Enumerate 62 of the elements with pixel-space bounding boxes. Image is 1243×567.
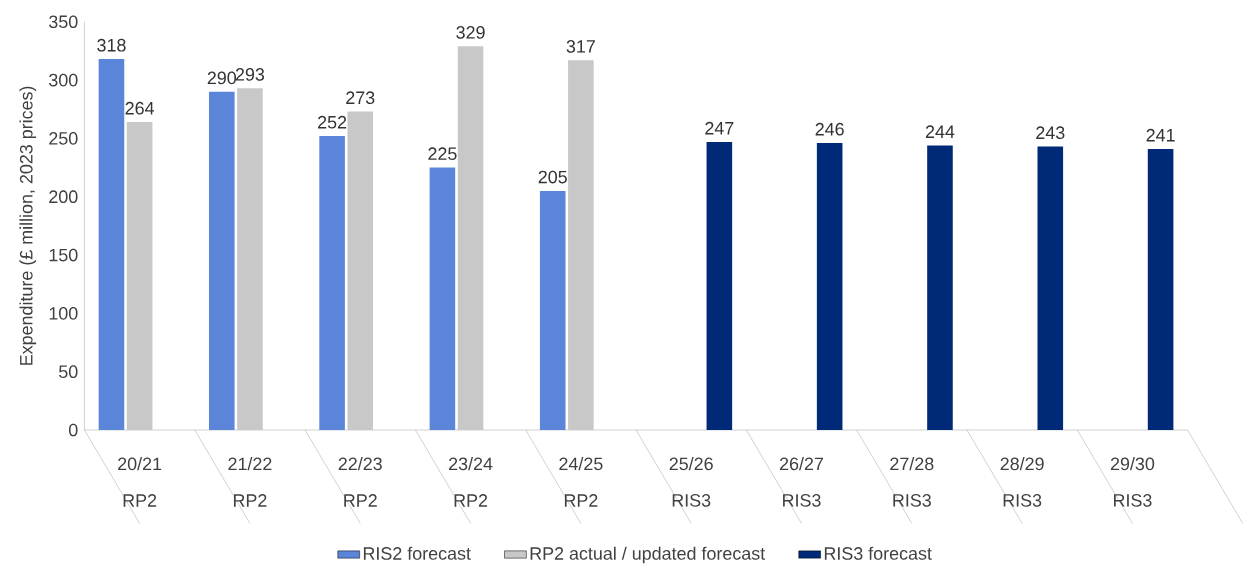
bar — [457, 46, 484, 430]
bar — [1037, 146, 1064, 430]
bar — [706, 141, 733, 430]
y-tick-label: 300 — [49, 73, 78, 87]
x-tick-label: 26/27 — [779, 456, 824, 470]
x-tick-label: 25/26 — [669, 456, 713, 470]
y-tick-label: 100 — [49, 306, 78, 320]
data-label: 244 — [925, 125, 955, 138]
legend-label: RIS3 forecast — [824, 546, 932, 560]
x-tick-label: 29/30 — [1110, 456, 1155, 470]
x-tick-label: 28/29 — [1000, 456, 1044, 470]
data-label: 290 — [207, 71, 237, 85]
y-tick-label: 350 — [49, 15, 78, 28]
data-label: 247 — [705, 121, 734, 135]
y-tick-label: 250 — [49, 131, 78, 145]
data-label: 318 — [97, 38, 126, 52]
data-label: 329 — [456, 25, 485, 39]
text: RIS3 — [893, 493, 931, 507]
legend-label: RP2 actual / updated forecast — [530, 546, 766, 564]
bar — [927, 145, 953, 430]
data-label: 241 — [1146, 128, 1175, 142]
x-tick-label: 20/21 — [118, 456, 162, 470]
bar — [429, 167, 456, 430]
bar — [816, 142, 843, 430]
y-tick-label: 200 — [49, 190, 78, 203]
text: RP2 — [564, 493, 598, 507]
text: RP2 — [233, 493, 267, 507]
bar — [237, 88, 263, 430]
x-tick-label: 22/23 — [338, 456, 382, 470]
text: RP2 — [123, 493, 157, 507]
bar — [208, 91, 235, 430]
y-tick-label: 50 — [59, 365, 78, 378]
text: RIS3 — [783, 493, 821, 507]
bar — [568, 60, 594, 430]
bar — [319, 135, 345, 430]
data-label: 205 — [538, 170, 567, 184]
text: RIS3 — [672, 493, 711, 507]
bar — [347, 111, 374, 430]
data-label: 252 — [318, 115, 347, 129]
y-axis-title: Expenditure (£ million, 2023 prices) — [19, 86, 37, 365]
legend-label: RIS2 forecast — [363, 546, 471, 560]
bar — [98, 58, 125, 430]
bar — [539, 190, 566, 430]
x-tick-label: 21/22 — [228, 456, 272, 470]
x-tick-label: 27/28 — [890, 456, 934, 470]
bar — [1147, 148, 1174, 430]
y-tick-label: 150 — [49, 248, 78, 262]
data-label: 317 — [566, 39, 595, 53]
data-label: 225 — [428, 147, 457, 160]
bar — [126, 121, 153, 430]
text: RIS3 — [1003, 493, 1042, 507]
data-label: 246 — [815, 122, 844, 136]
text: RP2 — [454, 493, 488, 507]
x-tick-label: 23/24 — [449, 456, 493, 470]
data-label: 243 — [1036, 126, 1065, 139]
data-label: 264 — [125, 101, 155, 115]
data-label: 293 — [235, 67, 265, 81]
data-label: 273 — [346, 91, 375, 104]
x-tick-label: 24/25 — [559, 456, 603, 470]
y-tick-label: 0 — [68, 423, 78, 437]
text: RIS3 — [1114, 493, 1152, 507]
text: RP2 — [344, 493, 377, 507]
